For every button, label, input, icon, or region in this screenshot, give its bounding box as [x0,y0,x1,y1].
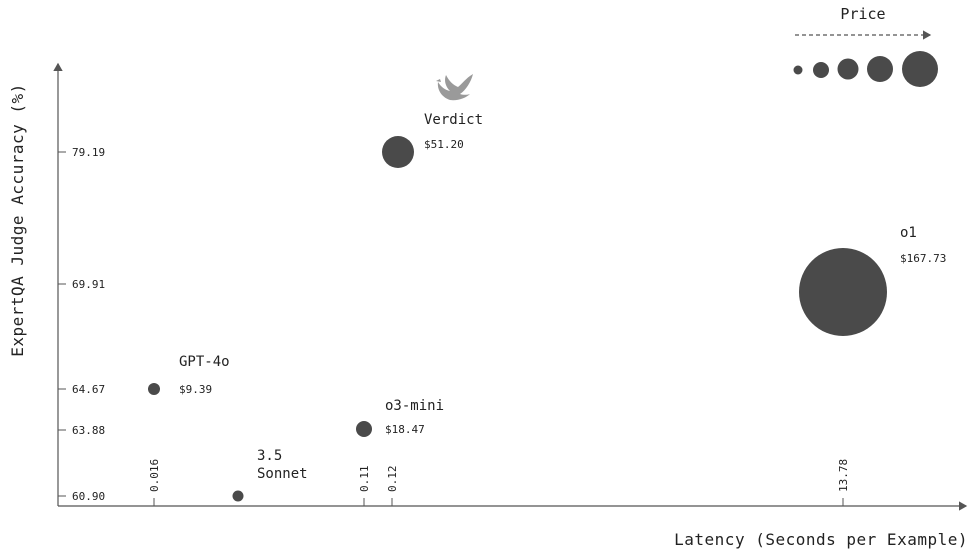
point-marker [232,490,244,502]
y-tick-label: 60.90 [72,490,105,503]
x-tick: 0.12 [386,466,399,506]
point-marker [382,136,414,168]
y-axis-label: ExpertQA Judge Accuracy (%) [8,83,27,357]
y-ticks: 60.90 63.88 64.67 69.91 79.19 [58,146,105,503]
point-marker [799,248,887,336]
price-legend: Price [793,5,938,87]
y-tick-label: 79.19 [72,146,105,159]
legend-title: Price [840,5,885,23]
y-tick: 64.67 [58,383,105,396]
x-tick-label: 13.78 [837,459,850,492]
legend-size-2 [813,62,829,78]
point-name: o1 [900,225,917,241]
x-axis-label: Latency (Seconds per Example) [674,530,968,549]
point-name-line-2: Sonnet [257,466,308,482]
legend-size-4 [867,56,893,82]
data-points: GPT-4o $9.39 3.5 Sonnet o3-mini $18.47 V… [148,74,946,502]
y-tick-label: 69.91 [72,278,105,291]
point-name-line-1: 3.5 [257,448,282,464]
x-tick: 0.11 [358,466,371,506]
y-tick: 63.88 [58,424,105,437]
legend-size-1 [793,65,803,75]
x-tick-label: 0.016 [148,459,161,492]
verdict-bird-icon [436,74,473,101]
point-price: $9.39 [179,383,212,396]
y-tick: 79.19 [58,146,105,159]
point-name: o3-mini [385,398,444,414]
point-price: $167.73 [900,252,946,265]
y-tick: 69.91 [58,278,105,291]
y-tick-label: 64.67 [72,383,105,396]
x-tick: 13.78 [837,459,850,506]
point-o1: o1 $167.73 [799,225,946,336]
point-verdict: Verdict $51.20 [382,74,483,168]
point-marker [148,383,160,395]
legend-size-3 [837,58,859,80]
y-tick-label: 63.88 [72,424,105,437]
x-tick-label: 0.12 [386,466,399,493]
x-tick-label: 0.11 [358,466,371,493]
point-price: $18.47 [385,423,425,436]
x-tick: 0.016 [148,459,161,506]
y-tick: 60.90 [58,490,105,503]
x-ticks: 0.016 0.11 0.12 13.78 [148,459,850,506]
point-o3-mini: o3-mini $18.47 [356,398,444,437]
point-3-5-sonnet: 3.5 Sonnet [232,448,308,502]
point-name: Verdict [424,112,483,128]
legend-size-5 [902,51,938,87]
point-price: $51.20 [424,138,464,151]
point-gpt-4o: GPT-4o $9.39 [148,354,230,396]
point-name: GPT-4o [179,354,230,370]
point-marker [356,421,372,437]
